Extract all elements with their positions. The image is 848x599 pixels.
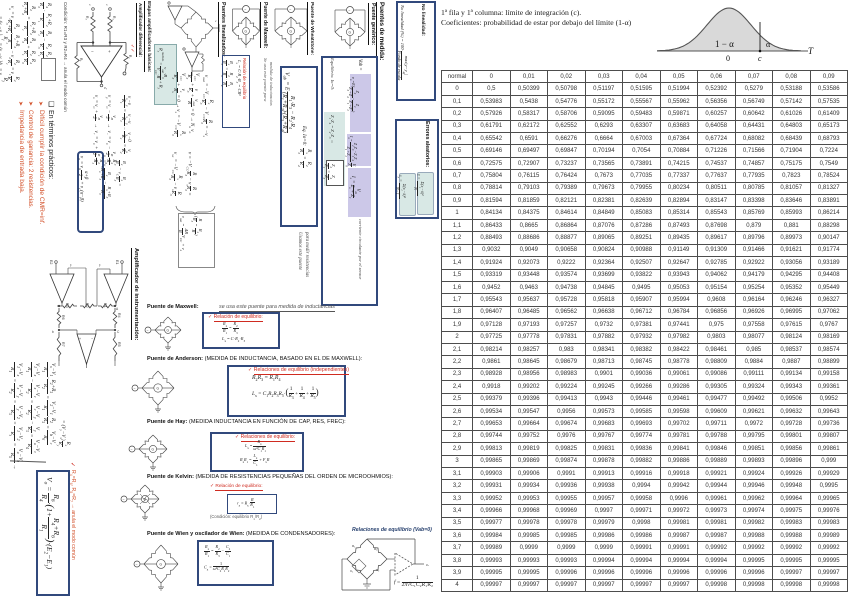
svg-text:E1: E1 xyxy=(115,260,119,264)
svg-text:~: ~ xyxy=(289,8,291,12)
svg-text:C: C xyxy=(117,330,120,334)
svg-text:R4: R4 xyxy=(117,313,121,318)
svg-text:v: v xyxy=(88,4,92,6)
svg-text:G: G xyxy=(290,30,293,34)
svg-text:G: G xyxy=(167,329,170,333)
svg-text:v: v xyxy=(105,4,109,6)
svg-text:R5: R5 xyxy=(117,342,121,347)
svg-text:G: G xyxy=(152,448,155,452)
svg-text:C₂: C₂ xyxy=(376,568,380,572)
svg-text:R₃: R₃ xyxy=(85,16,89,20)
svg-text:R3: R3 xyxy=(65,303,69,308)
svg-text:~: ~ xyxy=(348,9,350,13)
svg-text:R₁: R₁ xyxy=(352,544,355,548)
svg-text:~: ~ xyxy=(131,448,133,452)
svg-text:+: + xyxy=(108,49,111,54)
svg-text:~: ~ xyxy=(136,563,138,567)
svg-text:vₓ: vₓ xyxy=(98,264,102,267)
svg-text:v₀: v₀ xyxy=(104,86,108,90)
svg-text:R₂: R₂ xyxy=(128,55,132,59)
svg-text:~: ~ xyxy=(134,387,136,391)
svg-text:R₂: R₂ xyxy=(374,547,378,551)
svg-text:R2: R2 xyxy=(85,303,89,308)
svg-text:Rₖ: Rₖ xyxy=(79,58,83,62)
svg-text:~: ~ xyxy=(123,498,125,502)
svg-text:R1: R1 xyxy=(103,303,107,308)
svg-text:vₒ: vₒ xyxy=(426,563,430,567)
svg-text:G: G xyxy=(160,563,163,567)
svg-text:G: G xyxy=(157,387,160,391)
svg-text:−: − xyxy=(91,49,94,54)
svg-text:vₓ: vₓ xyxy=(69,264,73,267)
svg-text:α: α xyxy=(766,40,771,49)
svg-text:1 − α: 1 − α xyxy=(715,39,734,49)
svg-text:+: + xyxy=(79,337,81,341)
svg-text:G: G xyxy=(349,31,352,35)
svg-text:~: ~ xyxy=(147,329,149,333)
svg-text:R7: R7 xyxy=(61,342,65,347)
svg-text:R₁: R₁ xyxy=(112,16,116,20)
svg-text:E2: E2 xyxy=(49,260,53,264)
svg-text:R6: R6 xyxy=(61,315,65,320)
svg-text:A: A xyxy=(116,307,119,311)
svg-text:−: − xyxy=(91,337,93,341)
svg-text:0: 0 xyxy=(726,54,730,63)
svg-text:C₁: C₁ xyxy=(350,569,353,573)
svg-text:~: ~ xyxy=(244,8,246,12)
svg-text:b: b xyxy=(52,330,54,334)
svg-text:G: G xyxy=(245,30,248,34)
svg-text:T: T xyxy=(808,46,814,56)
svg-text:v: v xyxy=(215,19,217,23)
svg-text:c: c xyxy=(758,54,762,63)
